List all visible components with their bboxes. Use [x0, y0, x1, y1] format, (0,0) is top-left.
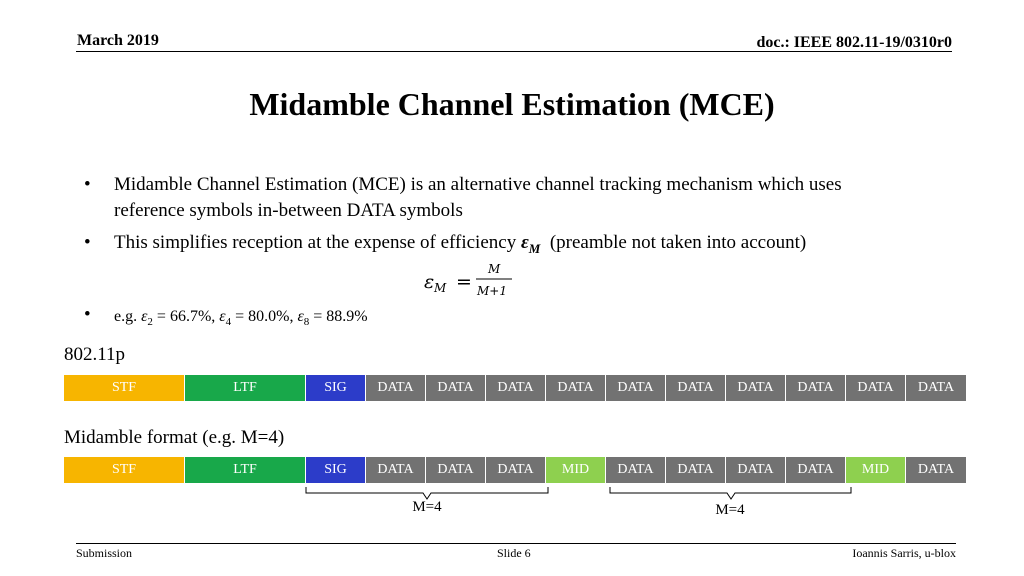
header-rule	[76, 51, 952, 52]
brace-2	[609, 487, 852, 500]
bullet-1-line-1: Midamble Channel Estimation (MCE) is an …	[114, 174, 842, 195]
footer-submission: Submission	[76, 546, 133, 560]
frame-80211p: STF LTF SIG DATA DATA DATA DATA DATA DAT…	[64, 375, 972, 401]
eps-2-value: = 66.7%,	[156, 308, 216, 325]
frame-segment: DATA	[366, 457, 426, 483]
formula-lhs: ε	[424, 271, 434, 293]
frame-midamble: STF LTF SIG DATA DATA DATA MID DATA DATA…	[64, 457, 972, 483]
frame-segment: DATA	[606, 375, 666, 401]
bullet-2-text: This simplifies reception at the expense…	[114, 230, 806, 262]
efficiency-formula: ε M = M M+1	[424, 262, 512, 298]
eps-4: ε	[219, 308, 226, 325]
eps-4-value: = 80.0%,	[235, 308, 294, 325]
eps-8-value: = 88.9%	[313, 308, 368, 325]
bullet-1-line-2: reference symbols in-between DATA symbol…	[114, 200, 463, 221]
frame-segment: DATA	[486, 457, 546, 483]
frame-segment: LTF	[185, 457, 306, 483]
eps-8-sub: 8	[303, 316, 310, 329]
bullet-dot: •	[84, 174, 91, 195]
footer-slide-number: Slide 6	[497, 546, 531, 560]
frame-segment: DATA	[546, 375, 606, 401]
bullet-2-tail: (preamble not taken into account)	[549, 232, 807, 253]
frame-segment: DATA	[366, 375, 426, 401]
formula-denominator: M+1	[476, 284, 507, 298]
bullet-3-prefix: e.g.	[114, 308, 138, 325]
footer-rule	[76, 543, 956, 544]
frame-segment: DATA	[606, 457, 666, 483]
brace-1	[305, 487, 549, 500]
formula-equals: =	[456, 271, 472, 293]
frame-label-80211p: 802.11p	[64, 344, 126, 365]
frame-label-midamble: Midamble format (e.g. M=4)	[64, 427, 285, 448]
frame-segment: DATA	[786, 375, 846, 401]
frame-segment: DATA	[666, 457, 726, 483]
frame-segment: DATA	[846, 375, 906, 401]
formula-numerator: M	[487, 262, 501, 276]
brace-group	[305, 487, 852, 500]
frame-segment: LTF	[185, 375, 306, 401]
frame-segment: DATA	[726, 375, 786, 401]
frame-segment-mid: MID	[846, 457, 906, 483]
frame-segment: DATA	[426, 375, 486, 401]
formula-lhs-sub: M	[433, 281, 447, 295]
header-doc-id: doc.: IEEE 802.11-19/0310r0	[756, 34, 952, 51]
brace-label-2: M=4	[715, 502, 745, 518]
brace-label-1: M=4	[412, 499, 442, 515]
frame-segment: SIG	[306, 457, 366, 483]
frame-segment-mid: MID	[546, 457, 606, 483]
eps-8: ε	[297, 308, 304, 325]
bullet-3-text: e.g. ε2 = 66.7%, ε4 = 80.0%, ε8 = 88.9%	[114, 304, 368, 335]
frame-segment: DATA	[426, 457, 486, 483]
eps-2: ε	[141, 308, 148, 325]
frame-segment: DATA	[906, 375, 966, 401]
slide-title: Midamble Channel Estimation (MCE)	[249, 86, 775, 122]
eps-4-sub: 4	[225, 316, 232, 329]
frame-segment: STF	[64, 375, 185, 401]
frame-segment: SIG	[306, 375, 366, 401]
bullet-2-epsilon: ε	[520, 232, 529, 253]
frame-segment: DATA	[486, 375, 546, 401]
frame-segment: DATA	[726, 457, 786, 483]
header-date: March 2019	[77, 32, 159, 49]
frame-segment: STF	[64, 457, 185, 483]
bullet-dot: •	[84, 304, 91, 325]
bullet-2-main: This simplifies reception at the expense…	[114, 232, 517, 253]
bullet-2-epsilon-sub: M	[528, 240, 541, 256]
footer-author: Ioannis Sarris, u-blox	[852, 546, 956, 560]
bullet-dot: •	[84, 232, 91, 253]
frame-segment: DATA	[906, 457, 966, 483]
frame-segment: DATA	[786, 457, 846, 483]
eps-2-sub: 2	[147, 316, 153, 329]
frame-segment: DATA	[666, 375, 726, 401]
